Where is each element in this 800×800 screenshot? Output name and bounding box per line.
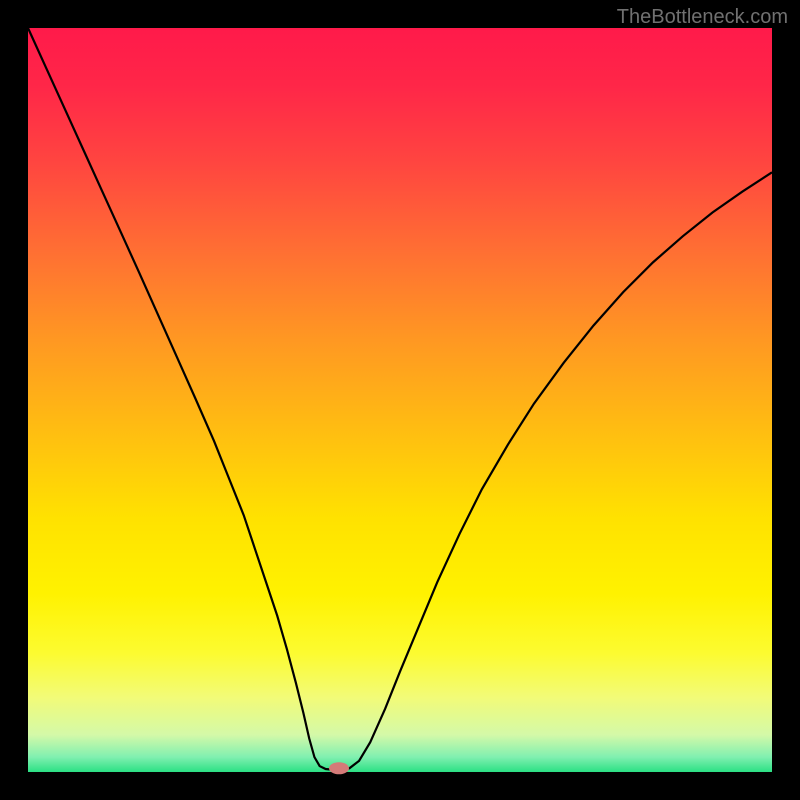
optimal-point-marker	[329, 762, 349, 774]
bottleneck-chart	[0, 0, 800, 800]
watermark-text: TheBottleneck.com	[617, 6, 788, 29]
plot-background	[28, 28, 772, 772]
